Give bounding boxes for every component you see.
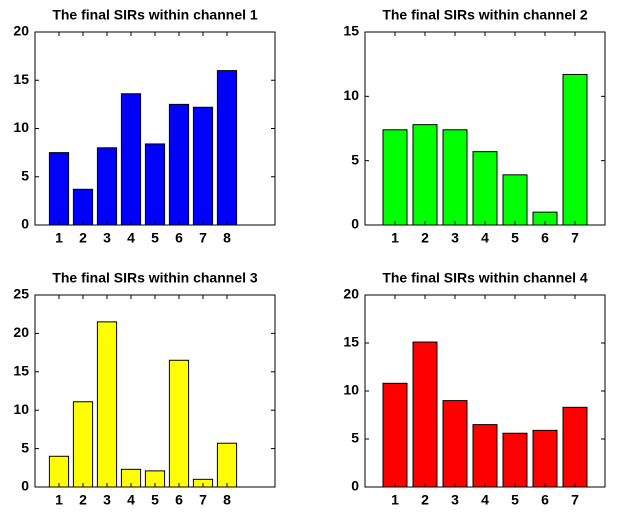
x-tick-label: 6 [175, 492, 183, 508]
y-tick-label: 5 [21, 167, 29, 183]
bar [562, 406, 588, 488]
y-tick-label: 10 [13, 119, 29, 135]
x-tick-label: 2 [79, 230, 87, 246]
x-tick-label: 6 [541, 492, 549, 508]
y-tick-label: 0 [351, 478, 359, 494]
y-tick-label: 5 [21, 439, 29, 455]
bar [502, 432, 528, 488]
y-tick-label: 25 [13, 286, 29, 302]
chart-title: The final SIRs within channel 4 [382, 270, 588, 286]
y-tick-label: 15 [13, 363, 29, 379]
bar [532, 429, 558, 488]
bar [96, 321, 118, 488]
y-tick-label: 20 [343, 286, 359, 302]
chart-title: The final SIRs within channel 2 [382, 7, 588, 23]
x-tick-label: 8 [223, 492, 231, 508]
x-tick-label: 7 [571, 492, 579, 508]
bar [412, 124, 438, 226]
bar [382, 382, 408, 488]
bar [562, 73, 588, 226]
y-tick-label: 10 [343, 87, 359, 103]
bar [72, 188, 94, 226]
x-tick-label: 3 [103, 492, 111, 508]
bar [48, 455, 70, 488]
bar [472, 424, 498, 488]
x-tick-label: 5 [151, 230, 159, 246]
bar [48, 152, 70, 226]
x-tick-label: 3 [103, 230, 111, 246]
x-tick-label: 6 [175, 230, 183, 246]
y-tick-label: 5 [351, 430, 359, 446]
y-tick-label: 0 [21, 216, 29, 232]
bar [168, 103, 190, 226]
x-tick-label: 4 [481, 230, 489, 246]
bar [192, 106, 214, 226]
x-tick-label: 1 [55, 492, 63, 508]
x-tick-label: 5 [511, 230, 519, 246]
x-tick-label: 4 [127, 230, 135, 246]
bar [144, 143, 166, 226]
y-tick-label: 15 [13, 71, 29, 87]
bar [412, 341, 438, 488]
y-tick-label: 5 [351, 151, 359, 167]
x-tick-label: 1 [391, 492, 399, 508]
y-tick-label: 15 [343, 334, 359, 350]
y-tick-label: 20 [13, 23, 29, 39]
x-tick-label: 4 [481, 492, 489, 508]
bar [472, 151, 498, 226]
x-tick-label: 2 [421, 492, 429, 508]
x-tick-label: 5 [511, 492, 519, 508]
chart-title: The final SIRs within channel 3 [52, 270, 258, 286]
bar [216, 70, 238, 226]
y-tick-label: 0 [351, 216, 359, 232]
y-tick-label: 0 [21, 478, 29, 494]
bar [442, 400, 468, 488]
x-tick-label: 7 [199, 492, 207, 508]
bar [96, 147, 118, 226]
x-tick-label: 5 [151, 492, 159, 508]
x-tick-label: 3 [451, 230, 459, 246]
axes-box [34, 294, 276, 488]
x-tick-label: 8 [223, 230, 231, 246]
y-tick-label: 10 [343, 382, 359, 398]
y-tick-label: 10 [13, 401, 29, 417]
x-tick-label: 2 [421, 230, 429, 246]
x-tick-label: 6 [541, 230, 549, 246]
x-tick-label: 1 [391, 230, 399, 246]
x-tick-label: 1 [55, 230, 63, 246]
x-tick-label: 4 [127, 492, 135, 508]
bar [502, 174, 528, 226]
y-tick-label: 15 [343, 23, 359, 39]
x-tick-label: 7 [571, 230, 579, 246]
chart-title: The final SIRs within channel 1 [52, 7, 258, 23]
bar [382, 129, 408, 226]
x-tick-label: 7 [199, 230, 207, 246]
bar [168, 359, 190, 488]
bar [442, 129, 468, 226]
bar [216, 442, 238, 488]
x-tick-label: 2 [79, 492, 87, 508]
bar [72, 401, 94, 488]
bar [120, 93, 142, 226]
y-tick-label: 20 [13, 324, 29, 340]
x-tick-label: 3 [451, 492, 459, 508]
